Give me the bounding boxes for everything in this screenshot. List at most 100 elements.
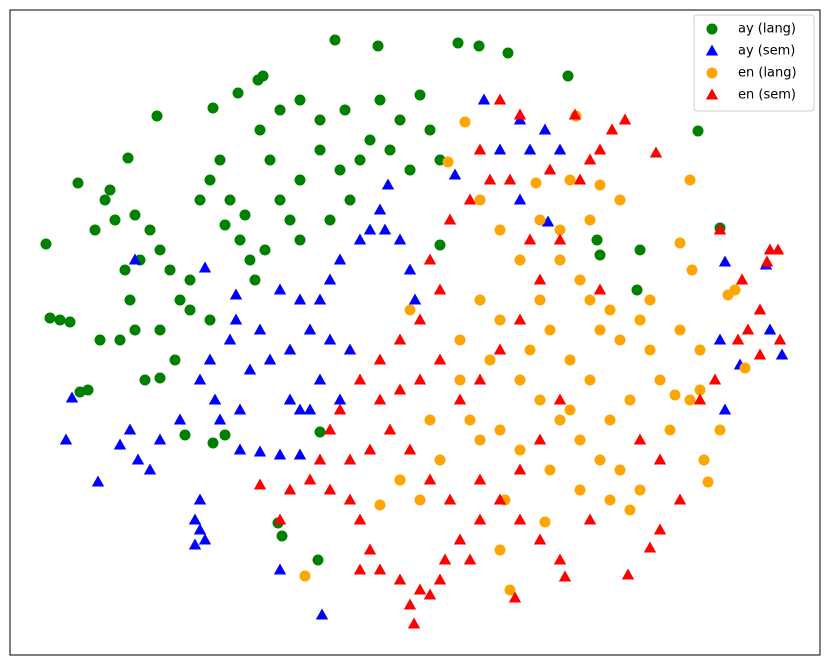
point [523,233,537,245]
point [674,324,686,336]
point [129,324,141,336]
point [605,123,619,135]
point [424,124,436,136]
point [433,573,447,585]
point [564,174,576,186]
point [198,533,212,545]
point [543,163,557,175]
point [513,513,527,525]
point [731,333,745,345]
point [313,293,327,305]
point [154,372,166,384]
point [773,333,787,345]
point [484,354,496,366]
point [669,389,681,401]
point [54,314,66,326]
point [584,374,596,386]
point [534,214,546,226]
point [674,237,686,249]
point [574,434,586,446]
point [473,513,487,525]
point [713,223,727,235]
point [343,453,357,465]
legend-label: ay (sem) [738,44,795,59]
point [274,104,286,116]
point [394,114,406,126]
point [530,177,542,189]
point [154,244,166,256]
point [631,284,643,296]
point [264,154,276,166]
point [614,194,626,206]
point [343,343,357,355]
point [373,353,387,365]
point [533,433,547,445]
point [568,108,582,120]
point [234,234,246,246]
point [315,608,329,620]
point [374,94,386,106]
point [284,214,296,226]
point [594,179,606,191]
point [713,333,727,345]
point [473,473,487,485]
point [624,504,636,516]
point [393,233,407,245]
point [394,474,406,486]
point [72,177,84,189]
point [403,598,417,610]
point [143,463,157,475]
point [119,264,131,276]
legend: ay (lang) ay (sem) en (lang) en (sem) [693,14,815,112]
point [407,617,421,629]
point [454,334,466,346]
point [664,424,676,436]
point [198,261,212,273]
point [562,70,574,82]
point [188,538,202,550]
point [463,193,477,205]
point [464,414,476,426]
point [276,530,288,542]
legend-marker [705,44,719,56]
point [702,476,714,488]
point [329,34,341,46]
point [698,454,710,466]
point [233,403,247,415]
point [353,373,367,385]
legend-marker [705,88,719,100]
point [109,214,121,226]
point [353,563,367,575]
point [333,253,347,265]
point [643,541,657,553]
point [323,423,337,435]
point [378,223,392,235]
point [314,144,326,156]
legend-marker [706,23,718,35]
point [244,254,256,266]
point [94,334,106,346]
point [474,294,486,306]
point [323,333,337,345]
point [213,413,227,425]
point [634,484,646,496]
point [514,444,526,456]
point [653,523,667,535]
point [452,37,464,49]
point [591,234,603,246]
point [694,344,706,356]
point [494,314,506,326]
point [273,283,287,295]
point [693,393,707,405]
point [473,373,487,385]
point [614,334,626,346]
point [313,373,327,385]
point [114,334,126,346]
point [714,424,726,436]
point [44,312,56,324]
point [423,588,437,600]
point [223,333,237,345]
point [694,384,706,396]
point [408,293,422,305]
